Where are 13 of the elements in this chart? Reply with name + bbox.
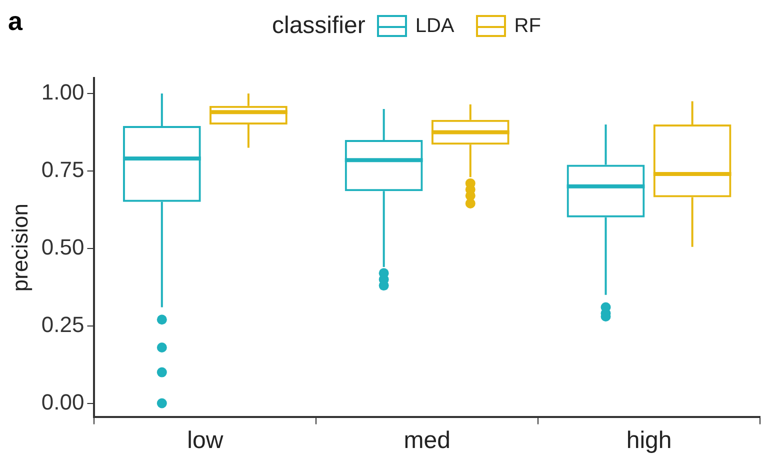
legend-title: classifier [272,12,366,40]
legend-label: LDA [415,14,454,38]
y-axis-title: precision [7,204,32,292]
y-tick-label: 0.25 [41,312,84,337]
text: a [8,6,22,37]
legend-label: RF [514,14,541,38]
x-tick-label: low [187,427,224,454]
x-tick-label: med [404,427,450,454]
x-tick-label: high [626,427,672,454]
y-tick-label: 0.00 [41,389,84,414]
y-tick-label: 1.00 [41,80,84,105]
y-tick-label: 0.75 [41,156,84,182]
y-tick-label: 0.50 [41,234,84,260]
